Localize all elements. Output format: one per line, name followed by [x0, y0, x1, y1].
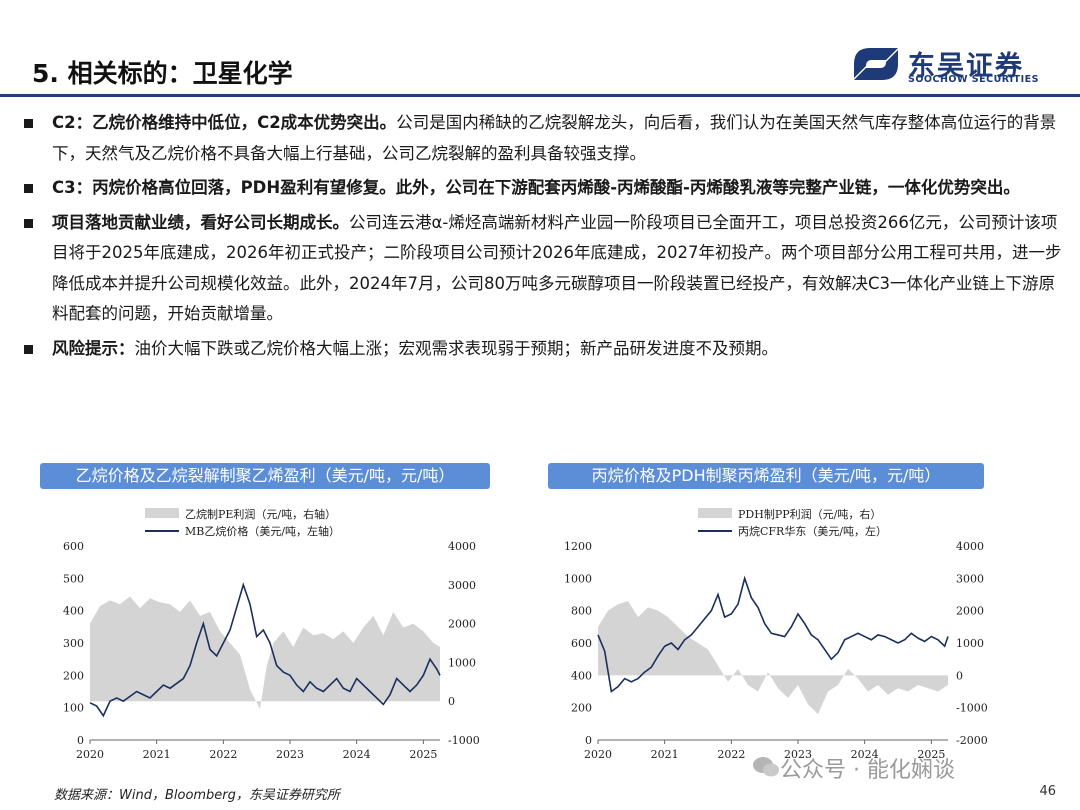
bullet-heading: 项目落地贡献业绩，看好公司长期成长。: [52, 212, 349, 232]
profit-area: [598, 600, 948, 715]
x-tick-label: 2023: [784, 748, 812, 761]
left-tick-label: 400: [63, 605, 84, 618]
left-tick-label: 600: [63, 540, 84, 553]
left-tick-label: 600: [571, 637, 592, 650]
x-tick-label: 2021: [651, 748, 679, 761]
legend-line-label: 丙烷CFR华东（美元/吨，左）: [738, 524, 887, 538]
bullet-heading: 风险提示：: [52, 338, 135, 358]
price-line: [89, 582, 441, 718]
left-tick-label: 400: [571, 669, 592, 682]
chart-2-title: 丙烷价格及PDH制聚丙烯盈利（美元/吨，元/吨）: [548, 463, 984, 489]
right-tick-label: -2000: [956, 734, 988, 747]
slide-header: 5. 相关标的：卫星化学 东吴证券 SOOCHOW SECURITIES: [0, 0, 1080, 97]
left-tick-label: 300: [63, 637, 84, 650]
bullet-heading: C3：丙烷价格高位回落，PDH盈利有望修复。此外，公司在下游配套丙烯酸-丙烯酸酯…: [52, 178, 1020, 197]
bullet-item: 风险提示：油价大幅下跌或乙烷价格大幅上涨；宏观需求表现弱于预期；新产品研发进度不…: [20, 334, 1065, 365]
bullet-square-icon: [24, 119, 33, 128]
logo-chinese-name: 东吴证券: [908, 51, 1024, 82]
right-tick-label: 4000: [956, 540, 984, 553]
right-tick-label: 3000: [956, 572, 984, 585]
x-tick-label: 2023: [276, 748, 304, 761]
left-tick-label: 1000: [564, 572, 592, 585]
chart-1-title: 乙烷价格及乙烷裂解制聚乙烯盈利（美元/吨，元/吨）: [40, 463, 490, 489]
legend-area-label: PDH制PP利润（元/吨，右）: [738, 507, 881, 521]
right-tick-label: 1000: [956, 637, 984, 650]
x-tick-label: 2021: [143, 748, 171, 761]
x-tick-label: 2025: [409, 748, 437, 761]
bullet-square-icon: [24, 344, 33, 354]
legend-area-swatch: [145, 508, 179, 518]
bullet-item: 项目落地贡献业绩，看好公司长期成长。公司连云港α-烯烃高端新材料产业园一阶段项目…: [20, 208, 1065, 330]
right-tick-label: 1000: [448, 656, 476, 669]
legend-area-label: 乙烷制PE利润（元/吨，右轴）: [185, 507, 336, 521]
price-line: [597, 575, 949, 693]
x-tick-label: 2022: [717, 748, 745, 761]
right-tick-label: 2000: [956, 605, 984, 618]
left-tick-label: 100: [63, 702, 84, 715]
legend-line-label: MB乙烷价格（美元/吨，左轴）: [185, 524, 340, 538]
right-tick-label: 0: [956, 669, 963, 682]
bullet-item: C2：乙烷价格维持中低位，C2成本优势突出。公司是国内稀缺的乙烷裂解龙头，向后看…: [20, 108, 1065, 169]
profit-area: [90, 596, 440, 709]
right-tick-label: 0: [448, 695, 455, 708]
chart-propane: 0 200 400 600 800 1000 1200 -2000 -1000 0 1000 2000…: [564, 507, 988, 761]
bullet-list: C2：乙烷价格维持中低位，C2成本优势突出。公司是国内稀缺的乙烷裂解龙头，向后看…: [20, 108, 1065, 368]
x-tick-label: 2020: [584, 748, 612, 761]
wechat-icon: [753, 757, 779, 777]
left-tick-label: 0: [77, 734, 84, 747]
x-tick-label: 2024: [851, 748, 879, 761]
watermark-text: 公众号 · 能化娴谈: [780, 758, 955, 783]
left-tick-label: 200: [63, 669, 84, 682]
bullet-heading: C2：乙烷价格维持中低位，C2成本优势突出。: [52, 113, 397, 132]
logo-english-name: SOOCHOW SECURITIES: [908, 74, 1039, 85]
company-logo: 东吴证券 SOOCHOW SECURITIES: [850, 44, 1060, 88]
data-source-note: 数据来源：Wind，Bloomberg，东吴证券研究所: [54, 788, 340, 803]
left-tick-label: 500: [63, 572, 84, 585]
slide-title: 5. 相关标的：卫星化学: [32, 59, 293, 88]
x-tick-label: 2025: [917, 748, 945, 761]
left-tick-label: 1200: [564, 540, 592, 553]
right-tick-label: 2000: [448, 618, 476, 631]
left-tick-label: 0: [585, 734, 592, 747]
left-tick-label: 800: [571, 605, 592, 618]
right-tick-label: 3000: [448, 579, 476, 592]
x-tick-label: 2020: [76, 748, 104, 761]
bullet-square-icon: [24, 184, 33, 193]
left-tick-label: 200: [571, 702, 592, 715]
bullet-text: 公司连云港α-烯烃高端新材料产业园一阶段项目已全面开工，项目总投资266亿元，公…: [52, 212, 1062, 324]
chart-ethane: 0 100 200 300 400 500 600 -1000 0 1000 2000 3000 400…: [63, 507, 480, 761]
x-tick-label: 2024: [343, 748, 371, 761]
right-tick-label: -1000: [956, 702, 988, 715]
right-tick-label: -1000: [448, 734, 480, 747]
soochow-logo-icon: [854, 48, 898, 80]
legend-area-swatch: [698, 508, 732, 518]
bullet-square-icon: [24, 218, 33, 228]
bullet-item: C3：丙烷价格高位回落，PDH盈利有望修复。此外，公司在下游配套丙烯酸-丙烯酸酯…: [20, 173, 1065, 204]
right-tick-label: 4000: [448, 540, 476, 553]
bullet-text: 油价大幅下跌或乙烷价格大幅上涨；宏观需求表现弱于预期；新产品研发进度不及预期。: [134, 338, 779, 358]
header-divider: [0, 94, 1080, 97]
x-tick-label: 2022: [209, 748, 237, 761]
page-number: 46: [1039, 784, 1056, 799]
bullet-text: 公司是国内稀缺的乙烷裂解龙头，向后看，我们认为在美国天然气库存整体高位运行的背景…: [52, 113, 1057, 163]
